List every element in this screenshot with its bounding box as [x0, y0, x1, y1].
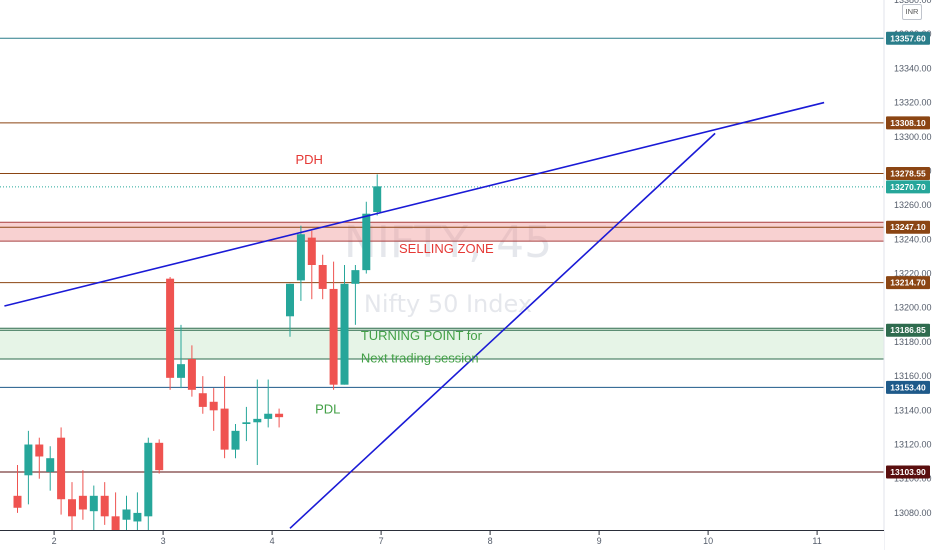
time-tick-label: 3 [161, 536, 166, 546]
price-tick-label: 13180.00 [894, 337, 932, 347]
candle-body [133, 512, 142, 522]
candle-body [187, 359, 196, 390]
price-tick-label: 13080.00 [894, 508, 932, 518]
candle-body [155, 442, 164, 471]
time-axis[interactable]: 2 3 4 7 8 9 10 11 [52, 531, 822, 546]
price-tick-label: 13200.00 [894, 303, 932, 313]
lower-trendline[interactable] [289, 132, 716, 529]
candle-body [220, 408, 229, 450]
annotations: PDH SELLING ZONE TURNING POINT for Next tra… [295, 152, 494, 417]
turning-zone [0, 328, 884, 360]
candle-body [13, 495, 22, 508]
price-tick-label: 13260.00 [894, 200, 932, 210]
candle-body [307, 237, 316, 265]
candle-body [177, 364, 185, 378]
candle-body [198, 393, 207, 407]
candle-body [24, 444, 33, 476]
price-tag-bg [886, 380, 930, 394]
candle-body [89, 495, 98, 512]
candle-body [57, 437, 66, 500]
candle-body [296, 234, 305, 281]
candle-body [264, 413, 273, 419]
turning-point-label-2: Next trading session [361, 350, 479, 365]
price-tag-label: 13103.90 [890, 467, 926, 477]
candle-body [35, 444, 44, 457]
time-tick-label: 8 [488, 536, 493, 546]
upper-trendline[interactable] [4, 101, 825, 307]
watermark: NIFTY, 45 Nifty 50 Index [344, 217, 552, 318]
time-tick-label: 10 [703, 536, 713, 546]
price-tick-label: 13220.00 [894, 269, 932, 279]
selling-zone-label: SELLING ZONE [399, 241, 494, 256]
candle-body [111, 516, 120, 539]
price-tag-bg [886, 323, 930, 337]
price-tag-bg [886, 31, 930, 45]
price-tag-label: 13308.10 [890, 118, 926, 128]
price-tick-label: 13320.00 [894, 98, 932, 108]
price-tag-bg [886, 465, 930, 479]
candle-body [318, 265, 327, 289]
time-tick-label: 9 [597, 536, 602, 546]
turning-point-label-1: TURNING POINT for [361, 328, 483, 343]
selling-zone [0, 222, 884, 242]
pdh-label: PDH [295, 152, 322, 167]
time-tick-label: 4 [270, 536, 275, 546]
candle-body [286, 283, 294, 317]
price-tick-label: 13160.00 [894, 371, 932, 381]
watermark-instrument: Nifty 50 Index [364, 290, 532, 318]
price-tag-label: 13278.55 [890, 168, 926, 178]
pdl-label: PDL [315, 402, 340, 417]
watermark-symbol: NIFTY, 45 [344, 217, 552, 268]
candle-body [351, 270, 360, 284]
candle-body [231, 430, 240, 450]
candle-body [340, 283, 349, 385]
price-tag-label: 13186.85 [890, 325, 926, 335]
price-tag-bg [886, 220, 930, 234]
price-tags: 13357.60 13308.10 13278.55 13270.70 13247.10… [886, 31, 930, 479]
price-tick-label: 13240.00 [894, 234, 932, 244]
candle-body [329, 288, 338, 385]
time-tick-label: 2 [52, 536, 57, 546]
candle-body [253, 418, 262, 423]
candle-body [362, 213, 371, 271]
price-tag-label: 13153.40 [890, 382, 926, 392]
candle-body [122, 509, 131, 520]
candle-body [100, 495, 109, 517]
price-tick-label: 13380.00 [894, 0, 932, 5]
price-tick-label: 13120.00 [894, 440, 932, 450]
candle-body [373, 186, 382, 212]
price-tag-label: 13247.10 [890, 222, 926, 232]
candle-body [242, 422, 251, 424]
trendlines[interactable] [4, 101, 825, 529]
candle-body [144, 442, 153, 517]
price-tick-label: 13100.00 [894, 474, 932, 484]
candle-body [46, 458, 55, 472]
candle-body [166, 278, 175, 378]
candle-body [78, 495, 87, 510]
currency-badge[interactable]: INR [902, 4, 922, 20]
price-tag-label: 13270.70 [890, 182, 926, 192]
time-tick-label: 7 [379, 536, 384, 546]
time-tick-label: 11 [812, 536, 821, 546]
price-tag-label: 13214.70 [890, 278, 926, 288]
candles [13, 174, 382, 548]
price-tick-label: 13140.00 [894, 405, 932, 415]
price-axis[interactable]: 13080.00 13100.00 13120.00 13140.00 13160.00… [894, 0, 932, 518]
price-tag-bg [886, 116, 930, 130]
price-tag-bg [886, 180, 930, 194]
price-tag-bg [886, 276, 930, 290]
price-tick-label: 13340.00 [894, 63, 932, 73]
candle-body [68, 499, 76, 517]
candle-body [209, 401, 218, 411]
price-tag-bg [886, 166, 930, 180]
candle-body [275, 413, 284, 418]
time-axis-bg [0, 530, 884, 550]
price-tick-label: 13300.00 [894, 132, 932, 142]
price-tag-label: 13357.60 [890, 33, 926, 43]
